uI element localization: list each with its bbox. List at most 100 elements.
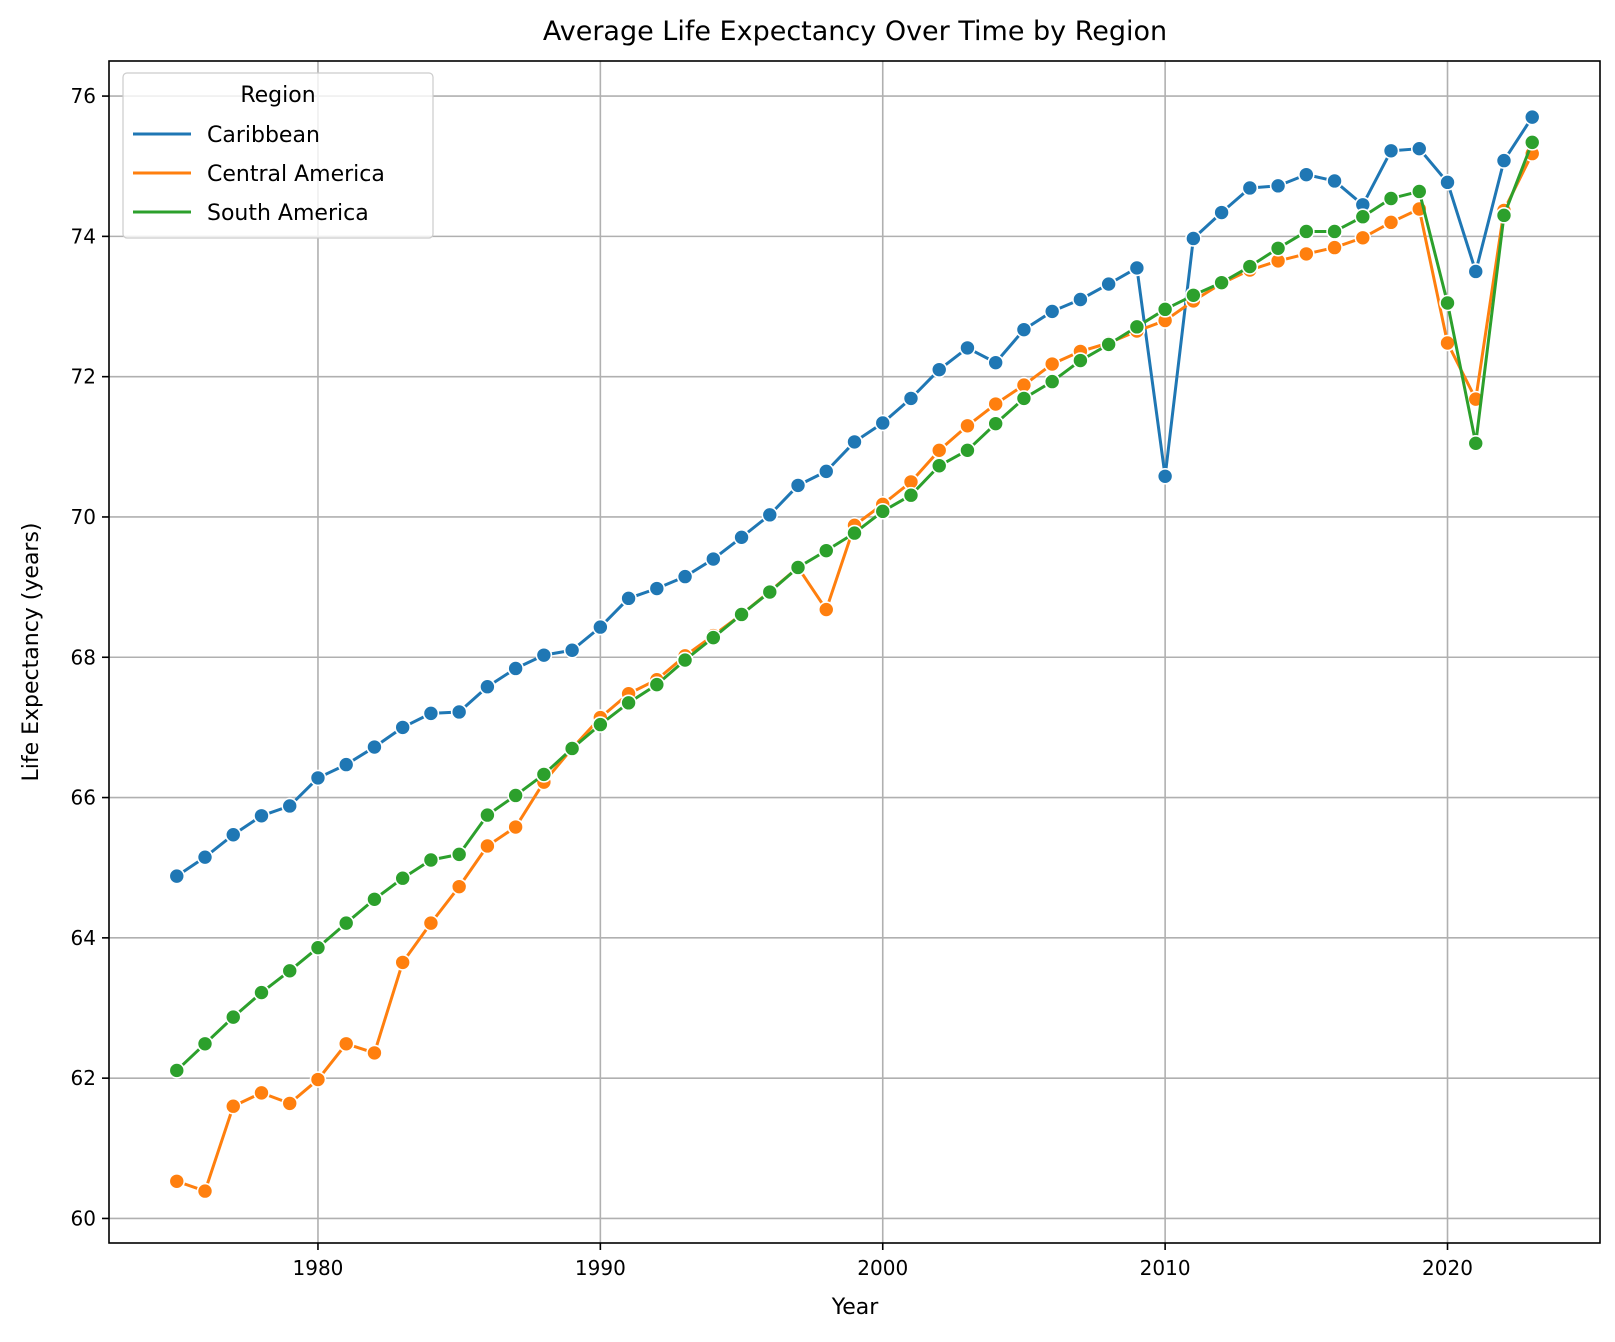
data-point bbox=[648, 676, 666, 693]
data-point bbox=[450, 703, 468, 721]
y-tick-label: 62 bbox=[71, 1066, 96, 1090]
data-point bbox=[1213, 274, 1230, 291]
grid-lines bbox=[109, 61, 1600, 1243]
data-point bbox=[1298, 223, 1315, 240]
chart-title: Average Life Expectancy Over Time by Reg… bbox=[543, 16, 1167, 47]
data-point bbox=[987, 415, 1004, 432]
data-point bbox=[253, 1084, 270, 1102]
data-point bbox=[705, 629, 722, 646]
data-point bbox=[1043, 373, 1061, 390]
data-point bbox=[253, 984, 270, 1001]
data-point bbox=[1439, 334, 1456, 352]
data-point bbox=[196, 1182, 214, 1200]
data-point bbox=[789, 477, 807, 494]
legend-box bbox=[122, 72, 434, 239]
data-point bbox=[620, 590, 637, 607]
data-point bbox=[507, 660, 524, 677]
series-south-america bbox=[168, 134, 1541, 1079]
data-point bbox=[366, 890, 383, 908]
data-point bbox=[846, 433, 863, 451]
data-point bbox=[987, 354, 1004, 371]
data-point bbox=[1467, 435, 1485, 452]
data-point bbox=[1128, 318, 1146, 336]
data-point bbox=[1043, 303, 1061, 320]
data-point bbox=[874, 503, 892, 520]
data-point bbox=[1156, 301, 1174, 318]
data-point bbox=[846, 524, 863, 542]
x-tick-label: 2020 bbox=[1422, 1256, 1473, 1280]
data-point bbox=[1156, 467, 1174, 485]
data-point bbox=[733, 529, 750, 546]
data-point bbox=[874, 414, 892, 432]
data-point bbox=[676, 568, 694, 585]
legend-entry: Central America bbox=[207, 162, 385, 187]
x-tick-label: 1980 bbox=[293, 1256, 344, 1280]
data-point bbox=[479, 806, 496, 824]
data-point bbox=[309, 1071, 327, 1088]
x-tick-label: 2010 bbox=[1140, 1256, 1191, 1280]
data-point bbox=[1326, 223, 1343, 240]
data-point bbox=[337, 1035, 355, 1053]
data-point bbox=[563, 740, 581, 757]
data-point bbox=[1213, 204, 1230, 221]
data-point bbox=[959, 339, 976, 357]
data-point bbox=[789, 559, 807, 576]
data-point bbox=[817, 463, 835, 480]
y-axis-ticks: 60 62 64 66 68 70 72 74 76 bbox=[71, 84, 109, 1230]
data-point bbox=[394, 719, 411, 736]
data-point bbox=[1382, 214, 1400, 231]
data-point bbox=[479, 837, 496, 855]
data-point bbox=[1015, 390, 1033, 407]
y-tick-label: 70 bbox=[71, 505, 96, 529]
data-point bbox=[676, 651, 694, 669]
data-point bbox=[309, 769, 327, 787]
data-point bbox=[422, 914, 440, 932]
data-point bbox=[1410, 140, 1428, 157]
x-axis-label: Year bbox=[831, 1295, 880, 1320]
data-point bbox=[168, 1172, 186, 1190]
data-point bbox=[281, 1095, 299, 1112]
data-point bbox=[1439, 174, 1456, 191]
data-point bbox=[507, 787, 524, 804]
y-axis-label: Life Expectancy (years) bbox=[19, 522, 44, 781]
y-tick-label: 68 bbox=[71, 645, 96, 669]
data-point bbox=[1382, 190, 1400, 207]
data-point bbox=[930, 442, 948, 459]
data-point bbox=[1100, 336, 1117, 353]
data-point bbox=[1043, 355, 1061, 373]
data-point bbox=[1523, 134, 1541, 151]
data-point bbox=[563, 641, 581, 659]
data-point bbox=[337, 756, 355, 773]
data-point bbox=[1439, 294, 1456, 312]
data-point bbox=[422, 851, 440, 869]
data-point bbox=[281, 962, 299, 980]
data-point bbox=[1015, 321, 1033, 338]
y-tick-label: 74 bbox=[71, 224, 96, 248]
data-point bbox=[224, 1008, 242, 1026]
data-point bbox=[1326, 239, 1343, 256]
data-point bbox=[705, 550, 722, 568]
data-point bbox=[1128, 259, 1146, 277]
legend-entry: Caribbean bbox=[207, 123, 320, 148]
legend: Region Caribbean Central America South Ame… bbox=[122, 72, 434, 239]
data-point bbox=[1298, 166, 1315, 183]
data-point bbox=[422, 705, 440, 722]
data-point bbox=[1495, 152, 1513, 169]
data-point bbox=[1269, 177, 1287, 195]
data-point bbox=[196, 1035, 214, 1053]
data-point bbox=[1072, 291, 1089, 308]
data-point bbox=[281, 797, 299, 815]
data-point bbox=[1185, 230, 1202, 247]
data-point bbox=[224, 1097, 242, 1115]
data-point bbox=[479, 678, 496, 696]
data-point bbox=[1523, 108, 1541, 126]
data-point bbox=[1185, 286, 1202, 304]
data-point bbox=[959, 442, 976, 459]
data-point bbox=[592, 716, 609, 733]
data-point bbox=[1269, 240, 1287, 257]
data-point bbox=[253, 807, 270, 825]
data-point bbox=[394, 954, 411, 971]
data-point bbox=[761, 506, 779, 524]
data-point bbox=[1382, 142, 1400, 160]
